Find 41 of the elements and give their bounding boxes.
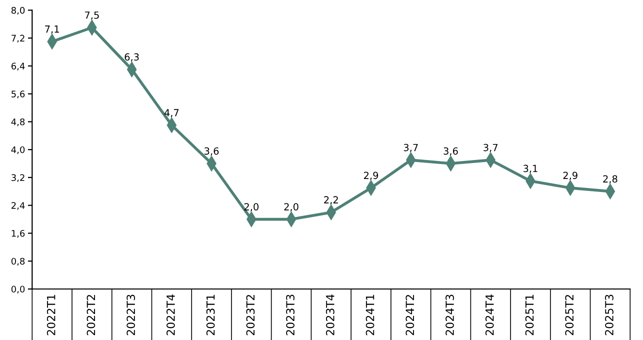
y-tick-label: 5,6	[12, 90, 25, 98]
data-label: 2,2	[324, 196, 338, 204]
y-tick-label: 2,4	[12, 202, 25, 210]
x-tick-label: 2022T1	[46, 294, 56, 336]
data-label: 3,1	[523, 164, 538, 174]
data-label: 3,6	[204, 147, 219, 156]
y-tick-label: 3,2	[12, 174, 24, 182]
data-label: 6,3	[124, 53, 139, 62]
y-tick-label: 8,0	[11, 6, 25, 15]
data-label: 2,0	[284, 203, 298, 212]
data-label: 2,0	[244, 203, 258, 212]
x-tick-label: 2023T3	[286, 294, 295, 336]
data-label: 2,9	[364, 172, 378, 180]
y-tick-label: 0,8	[11, 258, 25, 266]
x-tick-label: 2022T3	[126, 294, 136, 336]
data-label: 3,7	[484, 144, 498, 152]
data-label: 3,7	[404, 144, 418, 152]
y-tick-label: 4,0	[11, 146, 25, 154]
y-tick-label: 6,4	[11, 62, 25, 70]
y-tick-label: 7,2	[12, 34, 24, 43]
x-tick-label: 2025T2	[565, 294, 574, 336]
data-label: 7,5	[85, 12, 99, 20]
x-tick-label: 2024T2	[406, 294, 414, 336]
data-label: 2,9	[563, 172, 578, 180]
x-tick-label: 2025T1	[525, 294, 534, 336]
y-tick-label: 1,6	[12, 230, 25, 238]
x-tick-label: 2024T4	[485, 294, 494, 336]
y-tick-label: 4,8	[11, 118, 25, 126]
x-tick-label: 2023T4	[326, 294, 334, 336]
data-label: 7,1	[45, 26, 59, 34]
x-tick-label: 2025T3	[605, 294, 614, 336]
y-tick-label: 0,0	[11, 286, 25, 294]
data-label: 2,8	[603, 175, 618, 184]
x-tick-label: 2023T1	[206, 294, 215, 336]
x-tick-label: 2023T2	[246, 294, 255, 336]
data-label: 4,7	[164, 109, 179, 118]
x-tick-label: 2024T3	[446, 294, 454, 336]
data-label: 3,6	[444, 147, 458, 156]
x-tick-label: 2022T4	[166, 294, 175, 336]
x-tick-label: 2022T2	[86, 294, 96, 336]
x-tick-label: 2024T1	[366, 294, 374, 336]
